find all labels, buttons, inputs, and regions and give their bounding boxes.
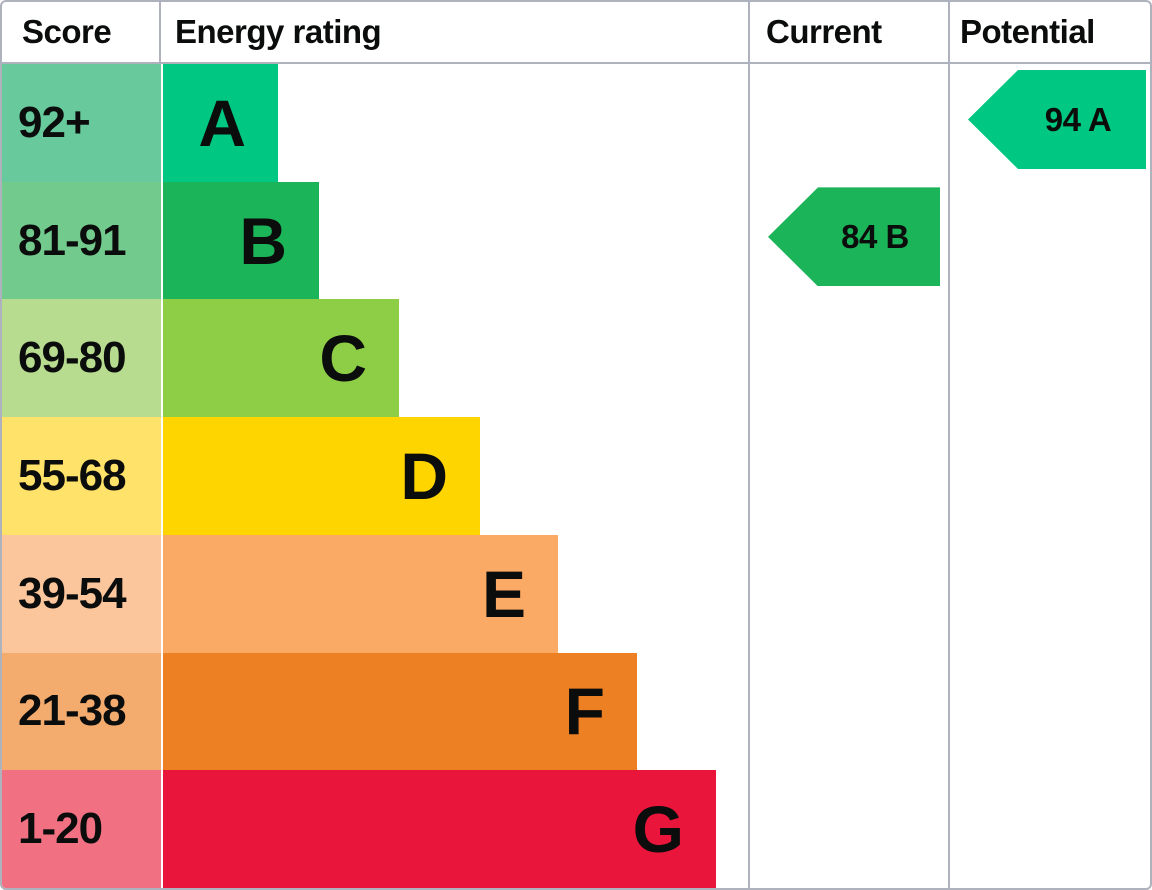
score-range-g: 1-20: [2, 770, 161, 888]
column-gap: [161, 534, 163, 653]
score-range-d: 55-68: [2, 417, 161, 535]
band-bar-f: F: [163, 652, 637, 771]
current-rating-label: 84 B: [841, 217, 909, 255]
band-row-b: 81-91 B: [2, 181, 1150, 300]
band-row-d: 55-68 D: [2, 417, 1150, 535]
potential-column-divider: [947, 2, 950, 888]
band-row-f: 21-38 F: [2, 652, 1150, 771]
chart-body: 92+ A 81-91 B 69-80 C 55-68 D 39-54 E 21…: [2, 64, 1150, 888]
band-bar-g: G: [163, 770, 716, 888]
header-energy-rating: Energy rating: [175, 13, 382, 50]
band-row-g: 1-20 G: [2, 770, 1150, 888]
column-gap: [161, 64, 163, 182]
band-bar-d: D: [163, 417, 480, 535]
column-gap: [161, 181, 163, 300]
current-column-divider: [747, 2, 750, 888]
band-bar-b: B: [163, 181, 319, 300]
header-potential: Potential: [960, 13, 1095, 50]
score-range-c: 69-80: [2, 299, 161, 418]
band-row-c: 69-80 C: [2, 299, 1150, 418]
band-bar-a: A: [163, 64, 278, 182]
band-row-a: 92+ A: [2, 64, 1150, 182]
header-current: Current: [766, 13, 882, 50]
potential-rating-label: 94 A: [1044, 100, 1112, 138]
chart-header-row: Score Energy rating Current Potential: [2, 2, 1150, 64]
score-range-e: 39-54: [2, 534, 161, 653]
band-bar-e: E: [163, 534, 558, 653]
column-gap: [161, 417, 163, 535]
score-range-f: 21-38: [2, 652, 161, 771]
column-gap: [161, 652, 163, 771]
header-score: Score: [2, 2, 161, 62]
score-range-a: 92+: [2, 64, 161, 182]
score-range-b: 81-91: [2, 181, 161, 300]
band-row-e: 39-54 E: [2, 534, 1150, 653]
column-gap: [161, 299, 163, 418]
band-bar-c: C: [163, 299, 399, 418]
column-gap: [161, 770, 163, 888]
